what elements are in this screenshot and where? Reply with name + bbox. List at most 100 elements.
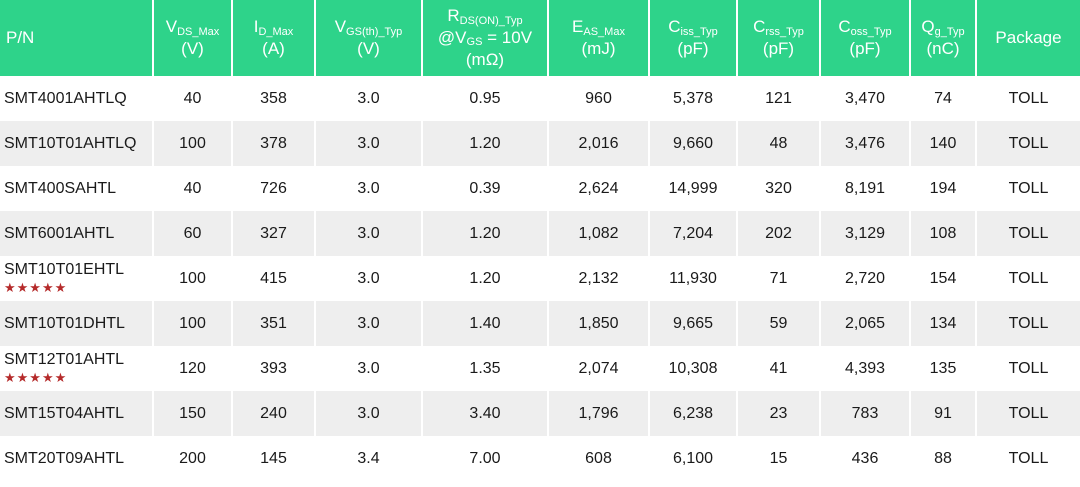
cell-rds: 0.39 — [421, 166, 548, 211]
cell-vds: 100 — [152, 256, 232, 301]
cell-vgs: 3.4 — [314, 436, 422, 481]
header-vds: VDS_Max (V) — [152, 0, 232, 76]
cell-eas: 2,074 — [547, 346, 649, 391]
part-number: SMT20T09AHTL — [4, 449, 125, 467]
cell-vds: 40 — [152, 166, 232, 211]
part-number: SMT10T01AHTLQ — [4, 134, 137, 152]
table-row: SMT20T09AHTL 200 145 3.4 7.00 608 6,100 15 436 88… — [0, 436, 1080, 481]
cell-rds: 0.95 — [421, 76, 548, 121]
cell-coss: 4,393 — [819, 346, 910, 391]
cell-crss: 41 — [736, 346, 820, 391]
cell-crss: 202 — [736, 211, 820, 256]
cell-vgs: 3.0 — [314, 391, 422, 436]
cell-id: 726 — [231, 166, 315, 211]
cell-pn: SMT10T01EHTL ★★★★★ — [0, 256, 153, 301]
cell-pn: SMT12T01AHTL ★★★★★ — [0, 346, 153, 391]
cell-vds: 60 — [152, 211, 232, 256]
cell-rds: 7.00 — [421, 436, 548, 481]
cell-vds: 120 — [152, 346, 232, 391]
cell-ciss: 7,204 — [648, 211, 737, 256]
cell-vgs: 3.0 — [314, 76, 422, 121]
cell-qg: 91 — [909, 391, 976, 436]
cell-pkg: TOLL — [975, 391, 1080, 436]
cell-crss: 320 — [736, 166, 820, 211]
cell-ciss: 11,930 — [648, 256, 737, 301]
table-row: SMT15T04AHTL 150 240 3.0 3.40 1,796 6,238 23 783… — [0, 391, 1080, 436]
header-rds: RDS(ON)_Typ @VGS = 10V (mΩ) — [421, 0, 548, 76]
cell-qg: 135 — [909, 346, 976, 391]
cell-vgs: 3.0 — [314, 256, 422, 301]
cell-ciss: 6,100 — [648, 436, 737, 481]
cell-eas: 2,624 — [547, 166, 649, 211]
cell-id: 393 — [231, 346, 315, 391]
table-row: SMT6001AHTL 60 327 3.0 1.20 1,082 7,204 202 3,12… — [0, 211, 1080, 256]
cell-id: 327 — [231, 211, 315, 256]
header-ciss: Ciss_Typ (pF) — [648, 0, 737, 76]
table-row: SMT400SAHTL 40 726 3.0 0.39 2,624 14,999 320 8,1… — [0, 166, 1080, 211]
cell-ciss: 9,665 — [648, 301, 737, 346]
cell-coss: 783 — [819, 391, 910, 436]
table-row: SMT10T01EHTL ★★★★★ 100 415 3.0 1.20 2,132 11,93… — [0, 256, 1080, 301]
part-number: SMT12T01AHTL — [4, 351, 125, 368]
header-vgs: VGS(th)_Typ (V) — [314, 0, 422, 76]
cell-pkg: TOLL — [975, 76, 1080, 121]
cell-pn: SMT20T09AHTL — [0, 436, 153, 481]
cell-qg: 108 — [909, 211, 976, 256]
part-number: SMT15T04AHTL — [4, 404, 125, 422]
cell-rds: 3.40 — [421, 391, 548, 436]
cell-coss: 3,470 — [819, 76, 910, 121]
cell-ciss: 6,238 — [648, 391, 737, 436]
cell-rds: 1.40 — [421, 301, 548, 346]
header-package: Package — [975, 0, 1080, 76]
cell-coss: 3,129 — [819, 211, 910, 256]
cell-pkg: TOLL — [975, 256, 1080, 301]
cell-eas: 2,016 — [547, 121, 649, 166]
cell-crss: 71 — [736, 256, 820, 301]
cell-vgs: 3.0 — [314, 121, 422, 166]
cell-pkg: TOLL — [975, 166, 1080, 211]
cell-vds: 200 — [152, 436, 232, 481]
cell-pkg: TOLL — [975, 211, 1080, 256]
cell-vds: 40 — [152, 76, 232, 121]
cell-pn: SMT10T01DHTL — [0, 301, 153, 346]
cell-pkg: TOLL — [975, 346, 1080, 391]
cell-qg: 134 — [909, 301, 976, 346]
cell-eas: 1,796 — [547, 391, 649, 436]
cell-id: 358 — [231, 76, 315, 121]
cell-qg: 88 — [909, 436, 976, 481]
table-row: SMT10T01DHTL 100 351 3.0 1.40 1,850 9,665 59 2,0… — [0, 301, 1080, 346]
cell-eas: 2,132 — [547, 256, 649, 301]
cell-pkg: TOLL — [975, 301, 1080, 346]
cell-ciss: 5,378 — [648, 76, 737, 121]
part-number: SMT6001AHTL — [4, 224, 115, 242]
cell-id: 145 — [231, 436, 315, 481]
cell-vds: 100 — [152, 121, 232, 166]
header-qg: Qg_Typ (nC) — [909, 0, 976, 76]
cell-vgs: 3.0 — [314, 301, 422, 346]
cell-eas: 1,082 — [547, 211, 649, 256]
cell-pn: SMT6001AHTL — [0, 211, 153, 256]
cell-vds: 100 — [152, 301, 232, 346]
cell-eas: 1,850 — [547, 301, 649, 346]
table-row: SMT4001AHTLQ 40 358 3.0 0.95 960 5,378 121 3,470… — [0, 76, 1080, 121]
part-number: SMT10T01EHTL — [4, 261, 125, 278]
header-id: ID_Max (A) — [231, 0, 315, 76]
table-body: SMT4001AHTLQ 40 358 3.0 0.95 960 5,378 121 3,470… — [0, 76, 1080, 481]
cell-coss: 2,720 — [819, 256, 910, 301]
cell-crss: 59 — [736, 301, 820, 346]
cell-pn: SMT15T04AHTL — [0, 391, 153, 436]
cell-vgs: 3.0 — [314, 211, 422, 256]
cell-rds: 1.35 — [421, 346, 548, 391]
table-row: SMT10T01AHTLQ 100 378 3.0 1.20 2,016 9,660 48 3,… — [0, 121, 1080, 166]
header-crss: Crss_Typ (pF) — [736, 0, 820, 76]
cell-qg: 140 — [909, 121, 976, 166]
cell-pkg: TOLL — [975, 436, 1080, 481]
header-eas: EAS_Max (mJ) — [547, 0, 649, 76]
cell-vgs: 3.0 — [314, 346, 422, 391]
cell-ciss: 10,308 — [648, 346, 737, 391]
header-coss: Coss_Typ (pF) — [819, 0, 910, 76]
cell-qg: 154 — [909, 256, 976, 301]
cell-crss: 15 — [736, 436, 820, 481]
cell-coss: 436 — [819, 436, 910, 481]
cell-eas: 960 — [547, 76, 649, 121]
